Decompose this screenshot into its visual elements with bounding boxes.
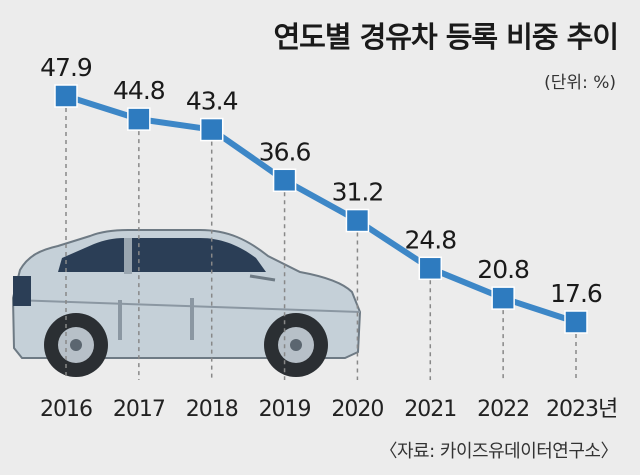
- data-label: 47.9: [40, 53, 92, 82]
- unit-label: (단위: %): [544, 73, 616, 93]
- source-note: 〈자료: 카이즈유데이터연구소〉: [379, 441, 618, 462]
- data-label: 31.2: [332, 178, 384, 207]
- x-tick-label: 2019: [259, 397, 311, 422]
- chart-title: 연도별 경유차 등록 비중 추이: [273, 20, 619, 54]
- x-tick-label: 2020: [331, 397, 383, 422]
- data-label: 43.4: [186, 87, 238, 116]
- x-tick-label: 2016: [40, 397, 92, 422]
- data-label: 44.8: [113, 76, 165, 105]
- data-point: [272, 168, 297, 193]
- data-point: [564, 310, 588, 334]
- data-point: [199, 117, 224, 142]
- data-label: 20.8: [477, 255, 529, 284]
- data-point: [345, 208, 370, 233]
- x-tick-label: 2018: [186, 397, 238, 422]
- x-tick-label: 2017: [113, 397, 165, 422]
- data-point: [418, 256, 443, 281]
- series-line: [65, 93, 577, 325]
- data-label: 36.6: [259, 137, 311, 166]
- data-point: [491, 286, 515, 310]
- data-label: 24.8: [404, 225, 456, 254]
- x-tick-label: 2023년: [546, 397, 617, 422]
- car-illustration: [11, 229, 362, 377]
- x-tick-label: 2022: [477, 397, 529, 422]
- data-label: 17.6: [550, 279, 602, 308]
- x-tick-label: 2021: [404, 397, 456, 422]
- data-point: [54, 84, 78, 108]
- data-point: [127, 107, 151, 131]
